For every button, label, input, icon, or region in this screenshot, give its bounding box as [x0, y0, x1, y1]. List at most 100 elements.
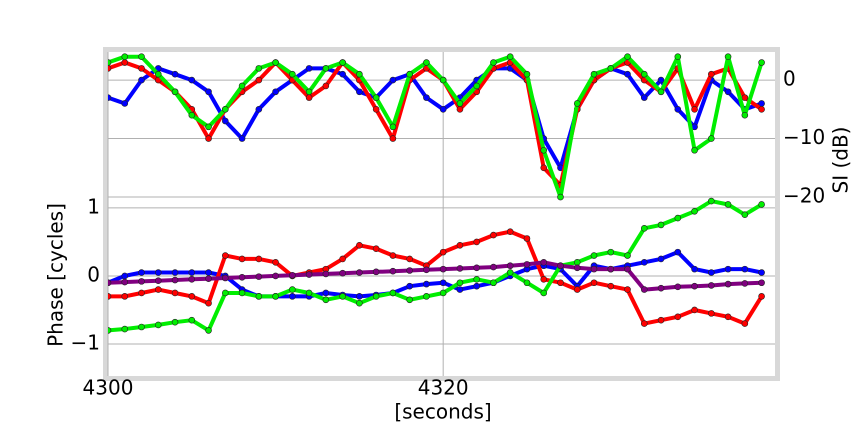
data-point — [540, 259, 548, 266]
data-point — [154, 321, 162, 329]
data-point — [573, 264, 581, 272]
data-point — [423, 280, 430, 288]
data-point — [456, 265, 464, 272]
data-point — [741, 94, 749, 101]
data-point — [289, 286, 296, 293]
data-point — [506, 269, 514, 276]
data-point — [322, 65, 330, 72]
data-point — [138, 65, 145, 72]
data-point — [607, 65, 615, 72]
data-point — [758, 279, 765, 287]
data-point — [741, 280, 749, 287]
data-point — [121, 59, 129, 66]
data-point — [557, 262, 564, 270]
data-point — [758, 106, 765, 113]
data-point — [222, 106, 229, 113]
data-point — [108, 279, 112, 287]
data-point — [439, 248, 447, 256]
data-point — [423, 94, 430, 101]
data-point — [490, 279, 497, 287]
data-point — [222, 252, 229, 259]
data-point — [724, 201, 732, 208]
data-point — [674, 248, 682, 256]
data-point — [272, 272, 279, 280]
y2-tick-label: −20 — [783, 184, 825, 208]
data-point — [657, 316, 665, 324]
data-point — [724, 313, 732, 321]
data-point — [255, 273, 263, 280]
y2-tick-label: 0 — [783, 67, 796, 91]
data-point — [238, 82, 246, 90]
data-point — [339, 269, 346, 277]
data-point — [490, 263, 497, 271]
data-point — [356, 299, 363, 307]
data-point — [238, 274, 246, 281]
data-point — [640, 259, 648, 266]
data-point — [372, 268, 380, 276]
data-point — [540, 289, 548, 297]
data-point — [607, 282, 615, 290]
data-point — [640, 320, 648, 327]
data-point — [138, 76, 145, 84]
data-point — [108, 65, 112, 72]
data-point — [406, 70, 413, 78]
data-point — [758, 59, 765, 66]
data-point — [322, 289, 330, 297]
data-point — [138, 53, 145, 60]
y-tick-label: 0 — [87, 262, 100, 286]
data-point — [590, 279, 598, 287]
data-point — [138, 269, 145, 276]
data-point — [121, 53, 129, 60]
data-point — [674, 53, 682, 60]
data-point — [121, 100, 129, 107]
data-point — [590, 265, 598, 273]
data-point — [272, 88, 279, 96]
data-point — [657, 76, 665, 84]
data-point — [406, 267, 413, 274]
data-point — [758, 269, 765, 276]
data-point — [523, 279, 531, 287]
data-point — [188, 111, 196, 119]
data-point — [389, 76, 397, 84]
data-point — [674, 214, 682, 222]
data-point — [724, 53, 732, 60]
data-point — [640, 286, 648, 293]
data-point — [305, 65, 313, 72]
data-point — [439, 289, 447, 297]
data-point — [238, 255, 246, 263]
data-point — [171, 318, 179, 326]
data-point — [557, 193, 564, 201]
data-point — [121, 293, 129, 300]
data-point — [456, 279, 464, 287]
data-point — [188, 316, 196, 324]
data-point — [305, 88, 313, 96]
data-point — [724, 265, 732, 273]
data-point — [121, 278, 129, 286]
data-point — [473, 82, 480, 90]
data-point — [708, 197, 715, 205]
data-point — [691, 106, 698, 113]
data-point — [289, 271, 296, 279]
data-point — [439, 76, 447, 84]
data-point — [138, 289, 145, 297]
data-point — [188, 76, 196, 84]
data-point — [657, 221, 665, 229]
data-point — [523, 235, 531, 242]
data-point — [573, 286, 581, 293]
data-point — [108, 59, 112, 66]
y2-tick-label: −10 — [783, 125, 825, 149]
data-point — [205, 135, 212, 142]
data-point — [573, 259, 581, 266]
data-point — [607, 248, 615, 256]
y-tick-label: −1 — [71, 331, 100, 355]
data-point — [674, 283, 682, 291]
data-point — [372, 106, 380, 113]
data-point — [473, 282, 480, 290]
data-point — [456, 106, 464, 113]
data-point — [540, 146, 548, 154]
data-point — [640, 70, 648, 78]
data-point — [322, 82, 330, 90]
data-point — [154, 277, 162, 285]
data-point — [372, 94, 380, 101]
data-point — [506, 53, 514, 60]
